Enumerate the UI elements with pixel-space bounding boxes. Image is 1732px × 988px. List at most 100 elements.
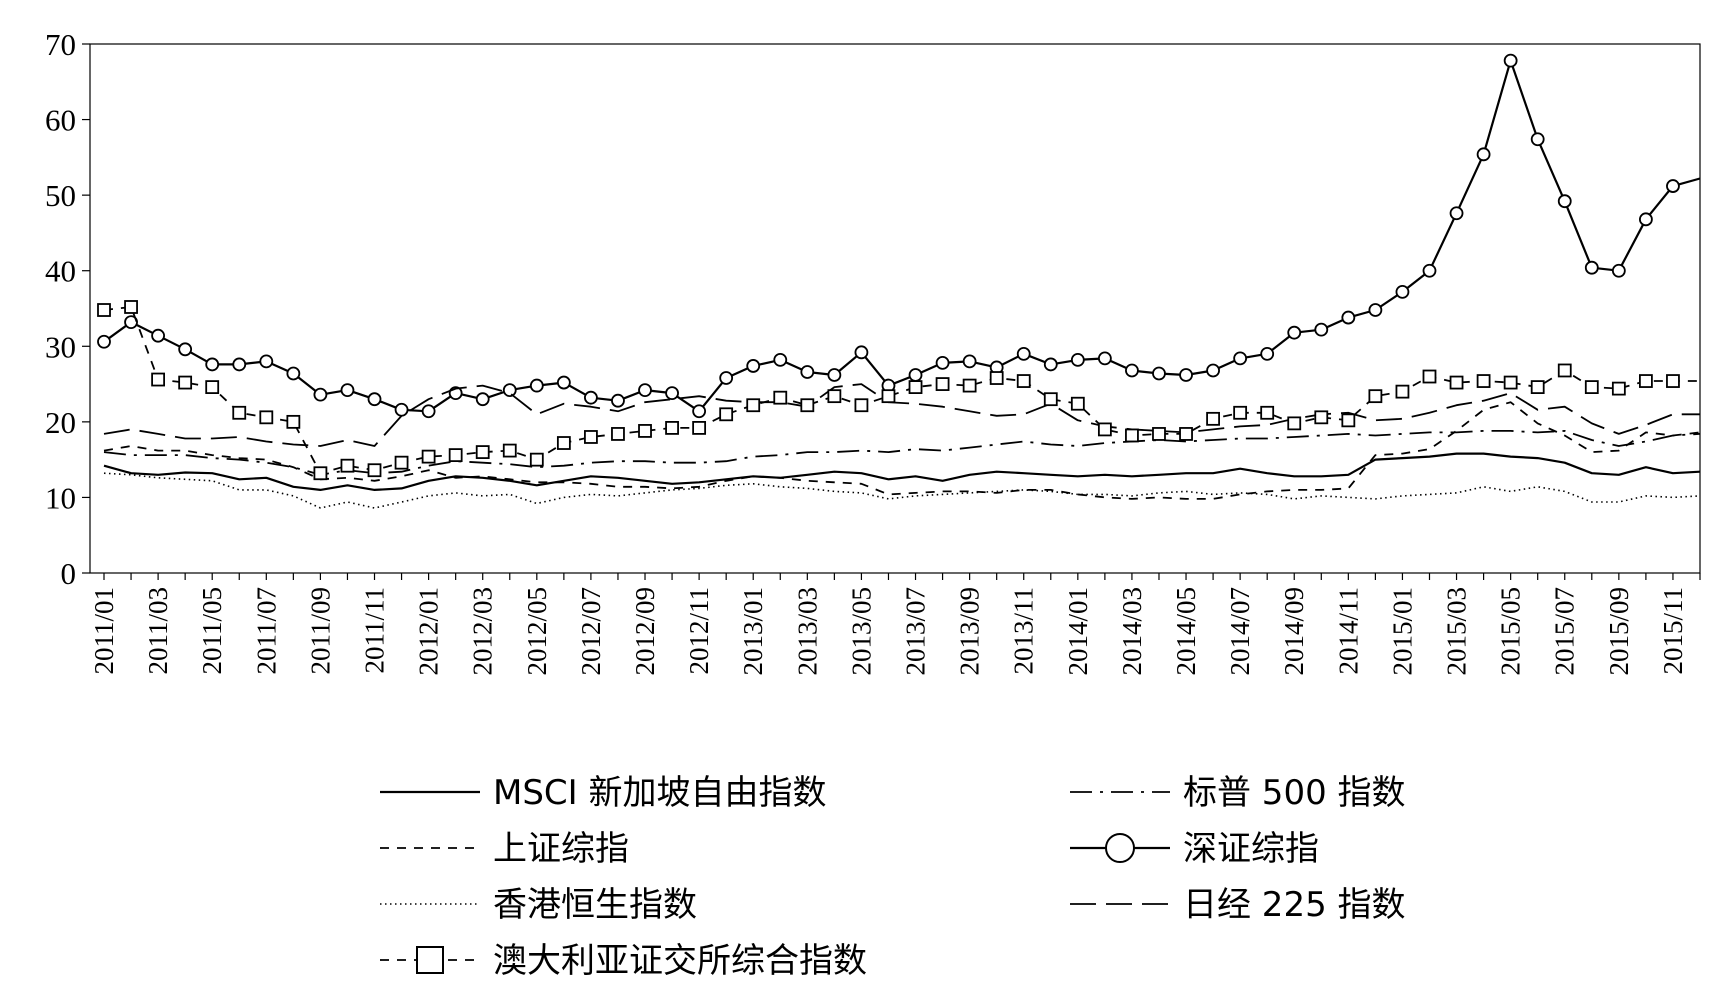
data-point — [692, 421, 707, 435]
data-point — [746, 398, 761, 413]
legend-item-4: 香港恒生指数 — [380, 885, 697, 925]
x-tick-label: 2015/09 — [1604, 587, 1634, 676]
data-point — [1638, 212, 1653, 227]
data-point — [1043, 357, 1058, 372]
x-tick-label: 2011/03 — [143, 587, 173, 675]
data-point — [1152, 427, 1166, 441]
data-point — [1016, 346, 1031, 361]
data-point — [1070, 396, 1085, 411]
series-line — [103, 452, 1701, 491]
y-tick-label: 50 — [45, 178, 76, 213]
data-point — [827, 389, 842, 404]
legend-item-5: 日经 225 指数 — [1070, 885, 1406, 925]
data-point — [908, 368, 923, 382]
x-tick-label: 2013/01 — [738, 587, 768, 676]
data-point — [151, 372, 166, 387]
data-point — [1476, 374, 1491, 388]
data-point — [1179, 427, 1193, 441]
data-point — [1125, 428, 1139, 443]
data-point — [1395, 384, 1410, 399]
data-point — [1152, 366, 1166, 381]
data-point — [908, 380, 923, 394]
data-point — [1070, 352, 1085, 367]
legend-label: 香港恒生指数 — [493, 885, 697, 925]
legend-marker — [416, 946, 444, 974]
data-point — [1557, 363, 1572, 378]
data-point — [475, 392, 490, 407]
x-tick-label: 2012/07 — [576, 587, 606, 676]
data-point — [719, 371, 734, 385]
data-point — [1233, 351, 1248, 366]
data-point — [1530, 380, 1545, 394]
x-tick-label: 2011/07 — [251, 587, 281, 675]
data-point — [1233, 405, 1248, 420]
x-tick-label: 2012/09 — [630, 587, 660, 676]
x-axis: 2011/01 2011/03 2011/05 2011/07 2011/09 2011/… — [89, 573, 1701, 676]
data-point — [97, 334, 111, 349]
data-point — [719, 407, 734, 422]
data-point — [638, 383, 652, 398]
data-point — [854, 398, 869, 413]
data-point — [124, 315, 138, 330]
x-tick-label: 2012/11 — [684, 587, 714, 675]
data-point — [584, 430, 598, 444]
data-point — [1206, 363, 1220, 378]
data-point — [638, 424, 652, 438]
data-point — [962, 354, 977, 369]
data-point — [1097, 422, 1112, 437]
legend-label: 澳大利亚证交所综合指数 — [493, 941, 867, 981]
data-point — [692, 404, 707, 419]
data-point — [800, 398, 815, 413]
data-point — [773, 352, 788, 367]
data-point — [1016, 374, 1031, 388]
data-point — [1503, 53, 1518, 68]
data-point — [1314, 322, 1329, 337]
data-point — [367, 463, 382, 478]
data-point — [665, 421, 679, 435]
data-point — [286, 366, 301, 381]
series-line — [103, 59, 1701, 413]
x-tick-label: 2014/01 — [1063, 587, 1093, 676]
x-tick-label: 2012/03 — [468, 587, 498, 676]
x-tick-label: 2013/11 — [1009, 587, 1039, 675]
data-point — [529, 452, 544, 467]
y-tick-label: 30 — [45, 329, 76, 364]
x-tick-label: 2012/05 — [522, 587, 552, 676]
legend-item-6: 澳大利亚证交所综合指数 — [380, 941, 867, 981]
x-tick-label: 2013/03 — [792, 587, 822, 676]
series-group — [97, 53, 1701, 509]
data-point — [746, 359, 761, 373]
data-point — [1503, 375, 1518, 390]
series-3 — [97, 53, 1701, 419]
data-point — [1314, 410, 1329, 425]
data-point — [529, 378, 544, 393]
x-tick-label: 2011/01 — [89, 587, 119, 675]
series-2 — [103, 401, 1701, 500]
data-point — [448, 448, 463, 463]
data-point — [1449, 375, 1464, 390]
data-point — [502, 383, 517, 398]
x-tick-label: 2015/07 — [1550, 587, 1580, 676]
data-point — [1260, 405, 1275, 420]
series-line — [103, 401, 1701, 500]
data-point — [1260, 346, 1275, 361]
x-tick-label: 2013/09 — [955, 587, 985, 676]
data-point — [665, 386, 679, 401]
data-point — [286, 414, 301, 429]
data-point — [313, 387, 328, 402]
x-tick-label: 2013/05 — [846, 587, 876, 676]
y-tick-label: 20 — [45, 405, 76, 440]
data-point — [178, 375, 193, 390]
data-point — [962, 378, 977, 393]
data-point — [124, 300, 138, 314]
legend-label: 上证综指 — [493, 829, 629, 869]
data-point — [97, 303, 111, 317]
data-point — [1666, 179, 1680, 193]
y-tick-label: 10 — [45, 480, 76, 515]
legend-item-3: 深证综指 — [1070, 829, 1319, 869]
data-point — [1449, 206, 1464, 221]
plot-frame — [89, 43, 1701, 574]
x-tick-label: 2011/09 — [305, 587, 335, 675]
series-4 — [103, 472, 1701, 509]
